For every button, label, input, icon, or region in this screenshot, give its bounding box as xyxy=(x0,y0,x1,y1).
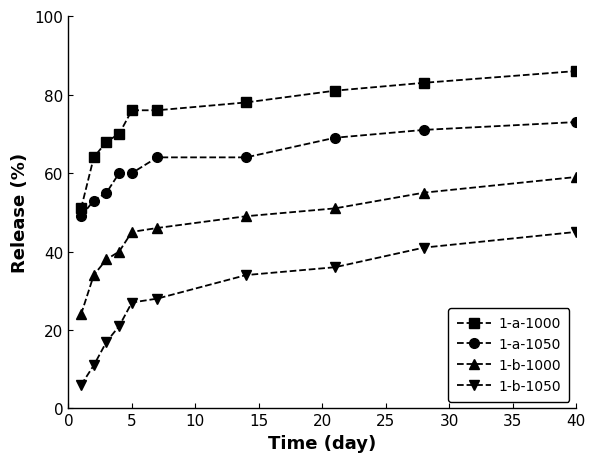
1-a-1000 xyxy=(242,100,250,106)
1-a-1000 xyxy=(573,69,580,75)
1-b-1000 xyxy=(420,190,427,196)
1-a-1050 xyxy=(128,171,136,176)
1-a-1050 xyxy=(116,171,123,176)
1-a-1050 xyxy=(573,120,580,125)
Line: 1-a-1050: 1-a-1050 xyxy=(76,118,581,222)
1-a-1000 xyxy=(128,108,136,114)
1-b-1050 xyxy=(242,273,250,278)
X-axis label: Time (day): Time (day) xyxy=(268,434,377,452)
Y-axis label: Release (%): Release (%) xyxy=(11,153,29,273)
1-a-1050 xyxy=(242,155,250,161)
1-b-1000 xyxy=(116,249,123,255)
1-b-1050 xyxy=(153,296,161,302)
Legend: 1-a-1000, 1-a-1050, 1-b-1000, 1-b-1050: 1-a-1000, 1-a-1050, 1-b-1000, 1-b-1050 xyxy=(448,308,570,402)
1-b-1000 xyxy=(78,312,85,318)
Line: 1-a-1000: 1-a-1000 xyxy=(76,67,581,214)
1-a-1050 xyxy=(78,214,85,219)
1-b-1050 xyxy=(573,230,580,235)
1-a-1050 xyxy=(153,155,161,161)
1-b-1050 xyxy=(116,324,123,329)
1-b-1000 xyxy=(153,226,161,232)
1-b-1000 xyxy=(242,214,250,219)
1-a-1000 xyxy=(103,139,110,145)
Line: 1-b-1050: 1-b-1050 xyxy=(76,227,581,390)
1-a-1000 xyxy=(331,89,338,94)
1-a-1000 xyxy=(420,81,427,87)
1-a-1000 xyxy=(153,108,161,114)
1-b-1050 xyxy=(78,382,85,388)
1-b-1050 xyxy=(128,300,136,306)
Line: 1-b-1000: 1-b-1000 xyxy=(76,173,581,319)
1-b-1050 xyxy=(103,339,110,345)
1-a-1000 xyxy=(116,132,123,138)
1-b-1000 xyxy=(331,206,338,212)
1-a-1050 xyxy=(90,198,97,204)
1-a-1050 xyxy=(331,136,338,141)
1-b-1050 xyxy=(331,265,338,270)
1-b-1050 xyxy=(90,363,97,368)
1-b-1000 xyxy=(90,273,97,278)
1-a-1000 xyxy=(78,206,85,212)
1-b-1000 xyxy=(573,175,580,181)
1-b-1000 xyxy=(128,230,136,235)
1-b-1050 xyxy=(420,245,427,251)
1-a-1050 xyxy=(103,190,110,196)
1-b-1000 xyxy=(103,257,110,263)
1-a-1050 xyxy=(420,128,427,133)
1-a-1000 xyxy=(90,155,97,161)
